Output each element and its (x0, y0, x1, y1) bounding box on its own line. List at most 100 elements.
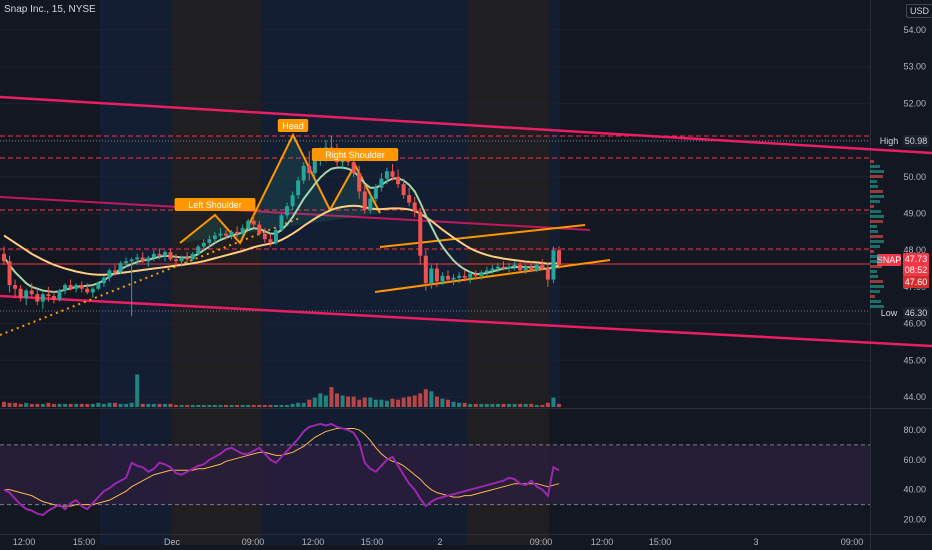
candle-body (135, 257, 140, 260)
time-tick-label: 15:00 (73, 537, 96, 547)
volume-bar (523, 403, 528, 407)
volume-bar (296, 402, 301, 407)
volume-bar (63, 403, 68, 407)
trendline (374, 259, 611, 293)
close-value: 47.60 (905, 277, 928, 287)
candle-body (218, 233, 223, 236)
volume-bar (362, 397, 367, 407)
candle-body (451, 277, 456, 280)
candle-body (113, 270, 117, 273)
volume-profile-bar (870, 235, 883, 238)
time-tick-label: 15:00 (361, 537, 384, 547)
volume-bar (107, 402, 112, 407)
volume-bar (96, 402, 101, 407)
rsi-lines (3, 422, 560, 517)
volume-profile-bar (870, 250, 874, 253)
candle-body (85, 288, 90, 293)
candle-body (523, 266, 528, 271)
volume-bar (290, 403, 295, 407)
volume-profile-bar (870, 295, 875, 298)
rsi-tick-label: 40.00 (903, 485, 926, 495)
volume-bar (13, 402, 18, 407)
countdown-bg (903, 264, 929, 276)
candle-body (312, 158, 317, 174)
volume-profile-bar (870, 220, 883, 223)
time-tick-label: 12:00 (591, 537, 614, 547)
volume-bar (240, 404, 245, 407)
close-value-bg (903, 276, 929, 288)
candle-body (446, 275, 450, 280)
candle-body (296, 180, 301, 196)
volume-bar (224, 404, 228, 407)
symbol-price: 47.73 (905, 254, 928, 264)
symbol-label: SNAP (877, 255, 902, 265)
candle-body (46, 294, 51, 297)
volume-bar (7, 402, 12, 407)
volume-bar (201, 404, 206, 407)
candle-body (390, 171, 395, 177)
volume-bar (57, 403, 62, 407)
volume-bar (373, 399, 378, 407)
candle-body (107, 270, 112, 278)
candle-body (418, 211, 423, 256)
volume-bar (151, 403, 156, 407)
volume-bar (457, 402, 462, 407)
volume-bar (379, 399, 384, 407)
time-tick-label: 09:00 (841, 537, 864, 547)
volume-bar (551, 397, 556, 407)
candle-body (407, 195, 412, 203)
time-tick-label: Dec (164, 537, 181, 547)
volume-profile-bar (870, 230, 878, 233)
candle-body (229, 231, 234, 236)
volume-bar (24, 402, 29, 407)
time-tick-label: 09:00 (530, 537, 553, 547)
rsi-tick-label: 20.00 (903, 515, 926, 525)
volume-bar (268, 404, 273, 407)
session-band (372, 0, 467, 408)
time-tick-label: 12:00 (302, 537, 325, 547)
pattern-annotations: Head Left Shoulder Right Shoulder (174, 119, 399, 211)
volume-bar (534, 404, 539, 407)
volume-bar (418, 393, 423, 407)
volume-bar (279, 404, 284, 407)
volume-bar (407, 396, 412, 407)
candle-body (162, 252, 167, 256)
volume-profile-bar (870, 305, 884, 308)
candle-body (479, 272, 484, 276)
session-band (467, 0, 549, 408)
volume-bar (68, 403, 73, 407)
price-tick-label: 49.00 (903, 209, 926, 219)
volume-bar (518, 403, 523, 407)
annotation-bg (277, 119, 309, 132)
candle-body (201, 242, 206, 247)
volume-profile-bar (870, 280, 883, 283)
volume-bar (29, 403, 34, 407)
volume-profile-bar (870, 160, 874, 163)
currency-badge[interactable]: USD (906, 4, 932, 18)
candle-body (40, 294, 45, 302)
volume-profile-bar (870, 170, 884, 173)
volume-bar (307, 399, 312, 407)
volume-profile-bar (870, 210, 881, 213)
volume-bar (246, 404, 251, 407)
volume-bar (257, 404, 262, 407)
horizontal-levels (0, 135, 870, 312)
volume-profile-bar (870, 245, 880, 248)
candle-body (151, 253, 156, 258)
candle-body (462, 275, 467, 278)
volume-profile-bar (870, 185, 878, 188)
volume-bar (207, 404, 212, 407)
candle-body (301, 165, 306, 181)
volume-bar (484, 403, 489, 407)
volume-bar (434, 396, 439, 407)
volume-bar (329, 387, 334, 407)
session-band (549, 0, 560, 408)
candle-body (101, 277, 106, 284)
volume-profile-bar (870, 225, 877, 228)
time-tick-label: 3 (753, 537, 758, 547)
volume-bar (368, 397, 373, 407)
volume-bar (312, 397, 317, 407)
candle-body (551, 250, 556, 280)
countdown: 08:52 (905, 265, 928, 275)
